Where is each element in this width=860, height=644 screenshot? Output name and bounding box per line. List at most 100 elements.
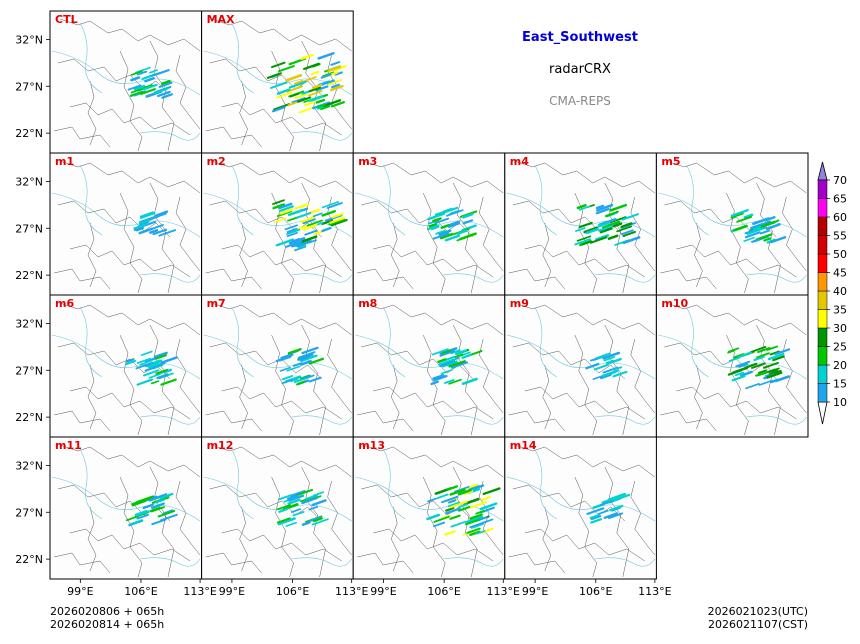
echo-streak xyxy=(150,506,165,513)
echo-streak xyxy=(303,62,320,71)
echo-streak xyxy=(276,210,293,217)
echo-streak xyxy=(622,236,641,245)
echo-streak xyxy=(457,488,472,496)
echo-streak xyxy=(448,499,457,504)
colorbar-label: 65 xyxy=(833,193,847,206)
echo-streak xyxy=(426,513,441,521)
echo-streak xyxy=(456,235,470,242)
radar-echo xyxy=(275,346,325,386)
echo-streak xyxy=(277,517,296,526)
echo-streak xyxy=(756,352,770,359)
panel-max: MAX xyxy=(201,10,354,154)
echo-streak xyxy=(330,101,345,108)
echo-streak xyxy=(456,229,468,235)
echo-streak xyxy=(291,97,306,104)
echo-streak xyxy=(733,224,748,232)
echo-streak xyxy=(738,362,749,368)
echo-streak xyxy=(130,70,143,76)
echo-streak xyxy=(767,352,785,361)
echo-streak xyxy=(160,79,171,85)
echo-streak xyxy=(136,357,152,364)
colorbar-label: 45 xyxy=(833,267,847,280)
echo-streak xyxy=(147,362,160,369)
echo-streak xyxy=(331,83,341,89)
colorbar-label: 55 xyxy=(833,230,847,243)
panel-background xyxy=(504,437,657,579)
echo-streak xyxy=(751,238,760,243)
echo-streak xyxy=(454,485,470,493)
echo-streak xyxy=(622,230,636,237)
panel-background xyxy=(201,153,354,295)
panel-label: m5 xyxy=(661,155,680,168)
echo-streak xyxy=(151,518,167,526)
echo-streak xyxy=(458,503,469,509)
echo-streak xyxy=(446,497,458,503)
echo-streak xyxy=(441,495,459,504)
echo-streak xyxy=(620,222,633,228)
colorbar-over-arrow xyxy=(817,161,828,181)
echo-streak xyxy=(290,508,302,513)
echo-streak xyxy=(752,217,770,226)
echo-streak xyxy=(137,84,153,92)
panel-m3: m3 xyxy=(352,152,506,296)
echo-streak xyxy=(447,485,459,491)
echo-streak xyxy=(135,510,150,517)
panel-background xyxy=(201,437,354,579)
lat-tick-label: 22°N xyxy=(15,411,43,424)
echo-streak xyxy=(444,530,456,536)
echo-streak xyxy=(466,527,481,534)
echo-streak xyxy=(455,349,467,356)
echo-streak xyxy=(275,238,295,247)
echo-streak xyxy=(328,218,346,226)
echo-streak xyxy=(743,236,755,242)
echo-streak xyxy=(753,355,765,362)
lon-tick-label: 113°E xyxy=(638,585,671,598)
echo-streak xyxy=(150,380,160,385)
colorbar-segment xyxy=(817,383,828,403)
echo-streak xyxy=(139,212,156,219)
valid-time-utc: 2026021023(UTC) xyxy=(707,605,808,618)
colorbar-segment xyxy=(817,290,828,310)
panel-frame xyxy=(504,436,657,580)
echo-streak xyxy=(301,521,311,526)
echo-streak xyxy=(751,362,766,369)
colorbar-label: 30 xyxy=(833,322,847,335)
echo-streak xyxy=(133,225,144,231)
echo-streak xyxy=(585,227,599,235)
echo-streak xyxy=(136,513,149,520)
echo-streak xyxy=(279,366,291,372)
echo-streak xyxy=(589,514,600,520)
echo-streak xyxy=(734,371,745,377)
model-title: CMA-REPS xyxy=(549,94,611,108)
echo-streak xyxy=(444,234,461,242)
panel-background xyxy=(50,295,202,437)
panel-label: m8 xyxy=(358,297,377,310)
panel-background xyxy=(50,437,202,579)
colorbar-segment xyxy=(817,235,828,255)
radar-echo xyxy=(127,66,173,99)
echo-streak xyxy=(330,84,344,92)
echo-streak xyxy=(278,202,293,210)
radar-echo xyxy=(574,203,641,247)
echo-streak xyxy=(271,106,286,113)
echo-streak xyxy=(322,99,342,108)
echo-streak xyxy=(445,507,461,515)
lon-tick-label: 113°E xyxy=(335,585,368,598)
echo-streak xyxy=(294,93,307,100)
echo-streak xyxy=(276,88,291,95)
echo-streak xyxy=(598,224,617,232)
echo-streak xyxy=(454,353,464,358)
echo-streak xyxy=(736,215,753,223)
echo-streak xyxy=(138,221,150,226)
radar-echo xyxy=(430,347,483,386)
panel-background xyxy=(353,437,505,579)
echo-streak xyxy=(154,351,168,358)
echo-streak xyxy=(450,361,469,369)
panel-label: m14 xyxy=(510,439,537,452)
echo-streak xyxy=(731,375,746,382)
echo-streak xyxy=(298,106,315,114)
echo-streak xyxy=(308,516,322,523)
echo-streak xyxy=(740,370,753,377)
echo-streak xyxy=(302,217,316,225)
echo-streak xyxy=(430,380,439,386)
